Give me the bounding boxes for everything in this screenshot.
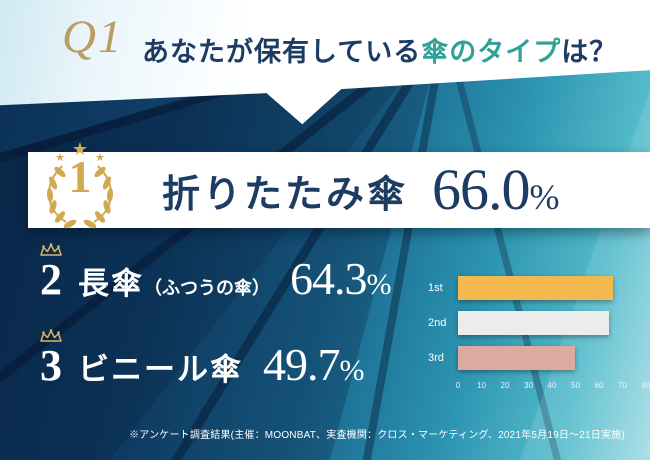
rank-1-percent-sign: % xyxy=(529,177,560,217)
rank-2-label: 長傘 xyxy=(78,266,144,301)
chart-category-label: 1st xyxy=(428,282,443,294)
survey-source-footnote: ※アンケート調査結果(主催：MOONBAT、実査機関：クロス・マーケティング、2… xyxy=(129,430,625,441)
results-bar-chart: 1st 2nd 3rd 0 10 20 30 40 50 60 70 80 xyxy=(428,276,650,393)
chart-axis-tick-label: 50 xyxy=(571,381,580,390)
chart-bar-track xyxy=(458,311,646,335)
crown-icon xyxy=(38,243,64,262)
rank-2-label-note: （ふつうの傘） xyxy=(144,278,270,298)
chart-axis-tick-label: 30 xyxy=(524,381,533,390)
laurel-wreath-icon: ★ ★ ★ xyxy=(30,136,130,236)
chart-axis-tick-label: 10 xyxy=(477,381,486,390)
question-text-suffix: は？ xyxy=(561,37,618,67)
chart-category-label: 2nd xyxy=(428,317,447,329)
rank-1-banner: 折りたたみ傘 66.0% xyxy=(28,152,650,228)
rank-2-number: 2 xyxy=(40,243,62,304)
chart-row-1st: 1st xyxy=(428,276,646,300)
svg-text:★: ★ xyxy=(95,151,105,164)
rank-2-value: 64.3% xyxy=(290,253,392,304)
rank-2-row: 2 長傘 （ふつうの傘） 64.3% xyxy=(40,243,392,305)
svg-text:★: ★ xyxy=(72,139,88,160)
question-text-prefix: あなたが保有している xyxy=(142,37,422,67)
question-text-highlight: 傘のタイプ xyxy=(421,37,562,67)
rank-3-number: 3 xyxy=(40,329,62,390)
rank-2-percent-sign: % xyxy=(366,268,392,301)
chart-bar-2nd xyxy=(458,311,610,335)
rank-3-value: 49.7% xyxy=(263,339,365,390)
chart-category-label: 3rd xyxy=(428,352,444,364)
chart-bar-track xyxy=(458,346,646,370)
chart-axis-tick-label: 80 xyxy=(641,381,650,390)
rank-1-label: 折りたたみ傘 xyxy=(162,173,409,216)
crown-icon xyxy=(38,329,64,348)
rank-3-percent-sign: % xyxy=(339,354,365,387)
survey-question-title: あなたが保有している傘のタイプは？ xyxy=(142,30,617,69)
chart-axis-tick-label: 60 xyxy=(594,381,604,390)
chart-x-axis: 0 10 20 30 40 50 60 70 80 xyxy=(455,381,650,393)
rank-1-number: 1 xyxy=(68,151,92,202)
rank-1-value: 66.0% xyxy=(432,157,560,222)
chart-axis-tick-label: 0 xyxy=(455,381,461,390)
chart-axis-tick-label: 40 xyxy=(547,381,557,390)
question-number-label: Q1 xyxy=(62,11,124,63)
chart-axis-tick-label: 70 xyxy=(618,381,627,390)
chart-bar-1st xyxy=(458,276,614,300)
chart-bar-3rd xyxy=(458,346,575,370)
chart-row-2nd: 2nd xyxy=(428,311,646,335)
chart-axis-tick-label: 20 xyxy=(500,381,510,390)
rank-3-row: 3 ビニール傘 49.7% xyxy=(40,329,365,391)
svg-text:★: ★ xyxy=(55,151,65,164)
chart-row-3rd: 3rd xyxy=(428,346,646,370)
rank-3-label: ビニール傘 xyxy=(78,352,243,387)
chart-bar-track xyxy=(458,276,646,300)
